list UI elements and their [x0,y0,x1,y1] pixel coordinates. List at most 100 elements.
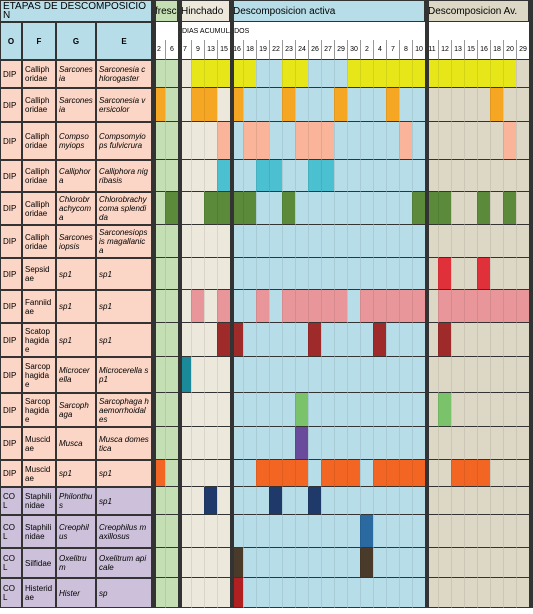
stage-cell [243,548,256,578]
stage-cell [347,225,360,258]
stage-cell [412,427,425,460]
day-number: 10 [412,40,425,60]
stage-cell [217,427,230,460]
day-number: 15 [464,40,477,60]
stage-cell [490,258,503,290]
stage-cell [217,225,230,258]
presence-mark [386,88,399,122]
stage-cell [295,323,308,357]
stage-cell [243,88,256,122]
cell: sp1 [56,323,96,357]
stage-cell [503,487,516,515]
stage-cell [204,578,217,608]
cell: Chlorobrachycoma [56,192,96,225]
stage-cell [269,88,282,122]
stage-cell [490,393,503,427]
stage-cell [464,393,477,427]
presence-mark [412,290,425,323]
stage-cell [516,225,529,258]
stage-cell [243,160,256,192]
presence-mark [490,290,503,323]
stage-cell [321,88,334,122]
stage-cell [347,192,360,225]
stage-cell [490,323,503,357]
stage-cell [191,323,204,357]
presence-mark [217,290,230,323]
cell: Calliphoridae [22,160,56,192]
stage-cell [334,427,347,460]
day-number: 19 [256,40,269,60]
day-number: 30 [347,40,360,60]
presence-mark [373,60,386,88]
cell: DIP [0,393,22,427]
stage-cell [217,548,230,578]
stage-cell [464,357,477,393]
stage-cell [243,258,256,290]
presence-mark [191,88,204,122]
presence-mark [360,515,373,548]
stage-cell [412,548,425,578]
stage-cell [256,60,269,88]
stage-cell [516,192,529,225]
stage-cell [438,427,451,460]
stage-label: Hinchado [178,0,230,22]
stage-divider [425,0,429,608]
stage-cell [438,578,451,608]
stage-cell [503,323,516,357]
stage-cell [477,160,490,192]
stage-cell [308,192,321,225]
stage-cell [243,290,256,323]
column-header: F [22,22,56,60]
stage-cell [490,548,503,578]
stage-label: Descomposicion Av. [425,0,529,22]
presence-mark [204,60,217,88]
cell: Microcerella sp1 [96,357,152,393]
cell: DIP [0,160,22,192]
stage-cell [321,515,334,548]
cell: Muscidae [22,460,56,487]
stage-cell [399,258,412,290]
stage-cell [243,323,256,357]
stage-cell [399,225,412,258]
cell: Sarconesia [56,60,96,88]
stage-cell [451,225,464,258]
stage-cell [386,258,399,290]
presence-mark [451,60,464,88]
stage-cell [165,60,178,88]
presence-mark [295,427,308,460]
stage-cell [269,192,282,225]
presence-mark [308,487,321,515]
presence-mark [464,60,477,88]
stage-cell [308,393,321,427]
cell: Staphilinidae [22,487,56,515]
presence-mark [321,122,334,160]
stage-cell [165,258,178,290]
cell: Creophilus maxillosus [96,515,152,548]
stage-cell [503,460,516,487]
stage-cell [191,578,204,608]
stage-cell [256,515,269,548]
stage-cell [490,578,503,608]
stage-cell [360,487,373,515]
stage-cell [373,88,386,122]
stage-cell [386,578,399,608]
presence-mark [360,60,373,88]
presence-mark [217,122,230,160]
presence-mark [503,122,516,160]
cell: sp [96,578,152,608]
stage-cell [282,578,295,608]
presence-mark [217,160,230,192]
stage-cell [464,323,477,357]
stage-cell [295,160,308,192]
day-number: 4 [373,40,386,60]
presence-mark [438,192,451,225]
column-header: G [56,22,96,60]
cell: Sarconesiopsis [56,225,96,258]
presence-mark [386,460,399,487]
stage-cell [334,487,347,515]
cell: Creophilus [56,515,96,548]
stage-cell [373,225,386,258]
stage-cell [282,225,295,258]
stage-cell [204,290,217,323]
stage-cell [516,122,529,160]
